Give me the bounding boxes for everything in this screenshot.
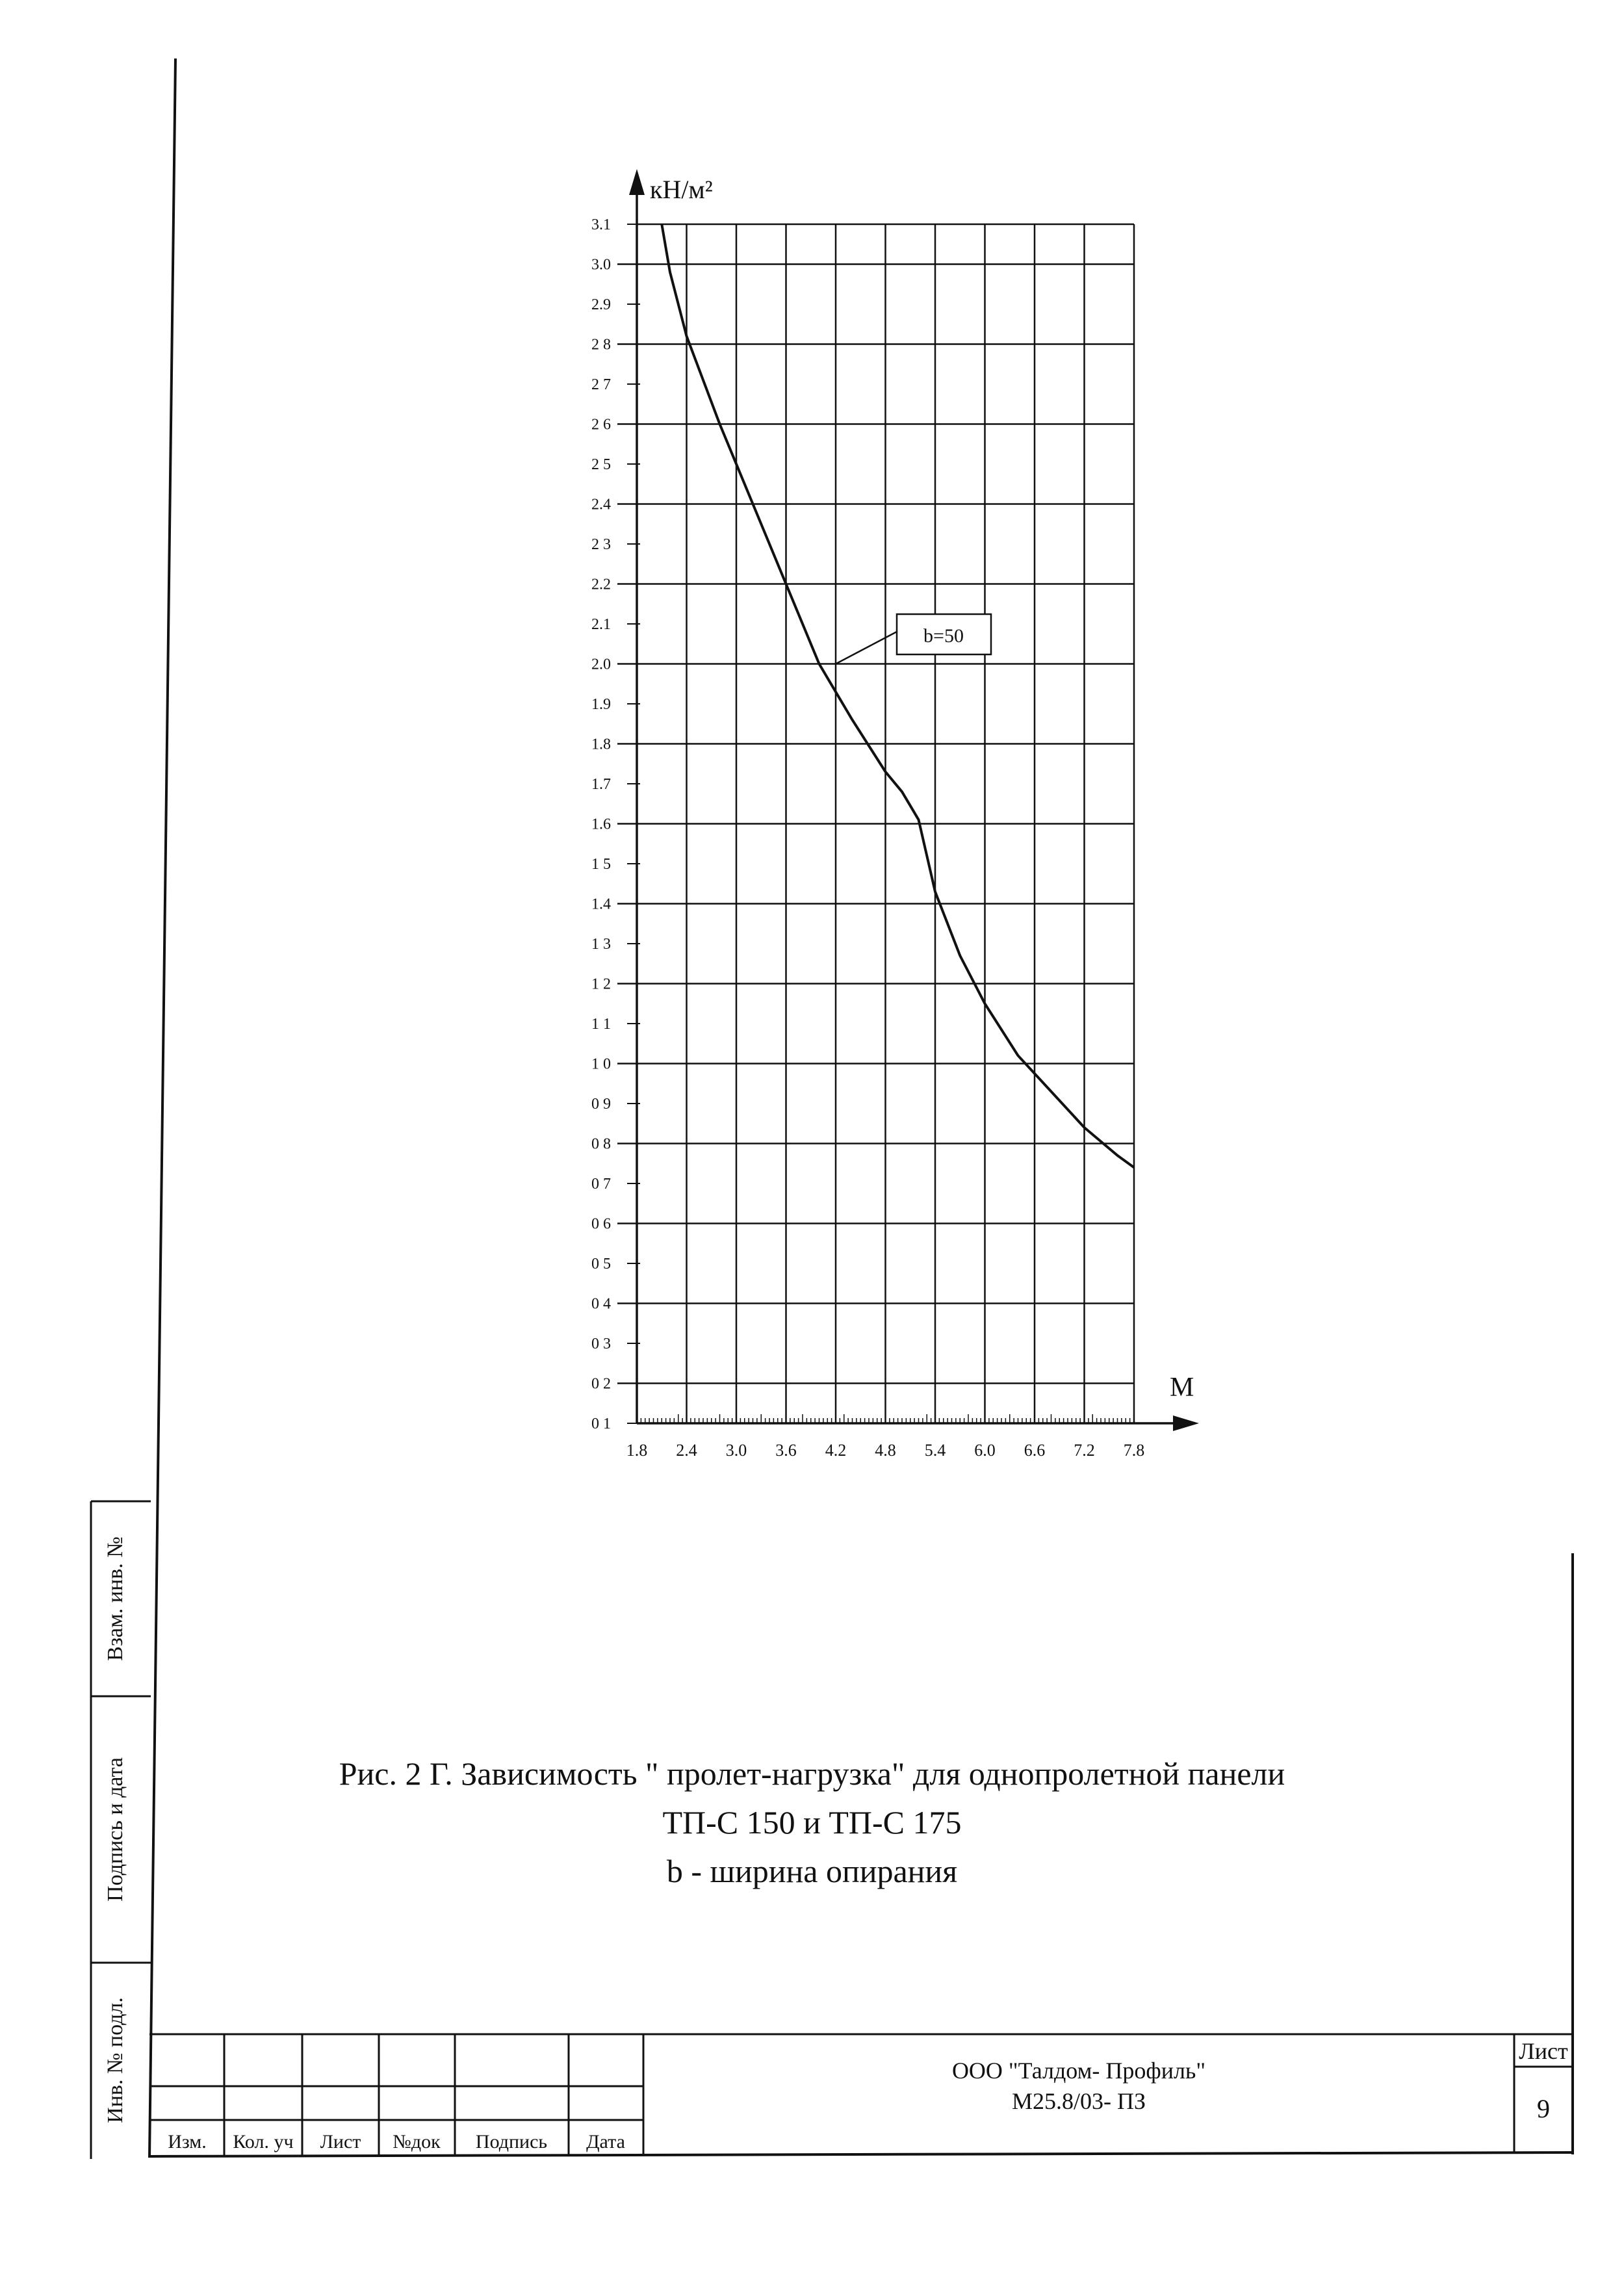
y-tick-label: 1 1 — [591, 1016, 611, 1033]
y-tick-labels: 3.1 3.0 2.9 2 8 2 7 2 6 2 5 2.4 2 3 2.2 2.1 2.0 1.9 1… — [591, 216, 611, 1432]
y-tick-label: 2 6 — [591, 417, 611, 433]
figure-caption-line-2: ТП-С 150 и ТП-С 175 — [662, 1804, 962, 1841]
y-axis-label: кН/м² — [650, 175, 713, 204]
y-tick-label: 2 7 — [591, 376, 611, 393]
title-block-header-cell: Кол. уч — [233, 2131, 293, 2152]
document-code: М25.8/03- ПЗ — [1012, 2088, 1146, 2114]
y-tick-label: 1.7 — [591, 776, 611, 793]
x-axis-arrow — [1173, 1415, 1199, 1431]
title-block-header-cell: Изм. — [168, 2131, 207, 2152]
y-tick-label: 1.8 — [591, 736, 611, 753]
y-tick-label: 1 3 — [591, 936, 611, 953]
sheet-number: 9 — [1537, 2094, 1550, 2123]
x-axis-label: М — [1170, 1373, 1194, 1402]
title-block-header-cell: Лист — [320, 2131, 361, 2152]
y-tick-label: 0 7 — [591, 1176, 611, 1193]
chart-axes — [629, 169, 1199, 1431]
series-label-text: b=50 — [923, 625, 964, 647]
x-tick-label: 3.0 — [726, 1441, 747, 1460]
y-tick-label: 0 3 — [591, 1336, 611, 1352]
y-tick-label: 3.1 — [591, 216, 611, 233]
side-stamp-field-2: Подпись и дата — [103, 1757, 127, 1902]
y-tick-label: 1 0 — [591, 1056, 611, 1073]
company-name: ООО "Талдом- Профиль" — [952, 2058, 1205, 2084]
side-stamp-field-1: Взам. инв. № — [103, 1536, 127, 1661]
x-tick-label: 3.6 — [775, 1441, 797, 1460]
title-block-header-cell: №док — [393, 2131, 441, 2152]
series-lines — [660, 224, 1135, 1169]
x-tick-label: 1.8 — [626, 1441, 648, 1460]
figure-caption-line-3: b - ширина опирания — [666, 1853, 958, 1889]
series-label: b=50 — [835, 613, 992, 665]
y-tick-label: 0 5 — [591, 1256, 611, 1273]
title-block-headers: Изм. Кол. уч Лист №док Подпись Дата — [168, 2131, 625, 2152]
y-tick-label: 0 8 — [591, 1136, 611, 1153]
y-tick-label: 0 1 — [591, 1415, 611, 1432]
y-tick-label: 1 5 — [591, 856, 611, 873]
y-tick-label: 2.9 — [591, 296, 611, 313]
series-line — [660, 224, 1135, 1169]
y-tick-label: 2.4 — [591, 497, 611, 513]
title-block-frame — [149, 2033, 1573, 2155]
y-tick-label: 2.2 — [591, 576, 611, 593]
y-tick-label: 2.1 — [591, 616, 611, 633]
y-tick-label: 3.0 — [591, 257, 611, 274]
y-tick-label: 1.9 — [591, 696, 611, 713]
chart: 3.1 3.0 2.9 2 8 2 7 2 6 2 5 2.4 2 3 2.2 2.1 2.0 1.9 1… — [591, 169, 1199, 1460]
series-label-box — [896, 613, 992, 656]
title-block-header-cell: Дата — [586, 2131, 625, 2152]
x-tick-label: 4.8 — [875, 1441, 896, 1460]
series-label-leader — [835, 630, 897, 665]
x-tick-label: 5.4 — [925, 1441, 946, 1460]
y-tick-label: 0 9 — [591, 1096, 611, 1113]
y-tick-label: 2 8 — [591, 337, 611, 354]
y-tick-label: 0 2 — [591, 1376, 611, 1393]
y-tick-label: 2.0 — [591, 656, 611, 673]
sheet-frame — [148, 58, 1574, 2158]
figure-caption-line-1: Рис. 2 Г. Зависимость " пролет-нагрузка"… — [339, 1755, 1285, 1792]
y-tick-label: 1 2 — [591, 976, 611, 993]
side-stamp-field-3: Инв. № подл. — [103, 1997, 127, 2123]
x-tick-labels: 1.8 2.4 3.0 3.6 4.2 4.8 5.4 6.0 6.6 7.2 7.8 — [626, 1441, 1145, 1460]
x-tick-label: 4.2 — [825, 1441, 847, 1460]
y-tick-label: 2 5 — [591, 456, 611, 473]
y-tick-label: 0 4 — [591, 1296, 611, 1313]
y-tick-label: 1.4 — [591, 896, 611, 913]
title-block-header-cell: Подпись — [476, 2131, 547, 2152]
x-tick-label: 6.0 — [974, 1441, 996, 1460]
x-tick-label: 2.4 — [676, 1441, 697, 1460]
y-axis-arrow — [629, 169, 645, 195]
x-tick-label: 7.2 — [1074, 1441, 1095, 1460]
x-tick-label: 7.8 — [1124, 1441, 1145, 1460]
chart-grid — [617, 223, 1135, 1424]
y-tick-label: 1.6 — [591, 816, 611, 833]
x-tick-label: 6.6 — [1024, 1441, 1046, 1460]
sheet-label: Лист — [1519, 2038, 1568, 2064]
y-tick-label: 0 6 — [591, 1216, 611, 1233]
side-stamp — [90, 1500, 151, 2159]
y-tick-label: 2 3 — [591, 536, 611, 553]
